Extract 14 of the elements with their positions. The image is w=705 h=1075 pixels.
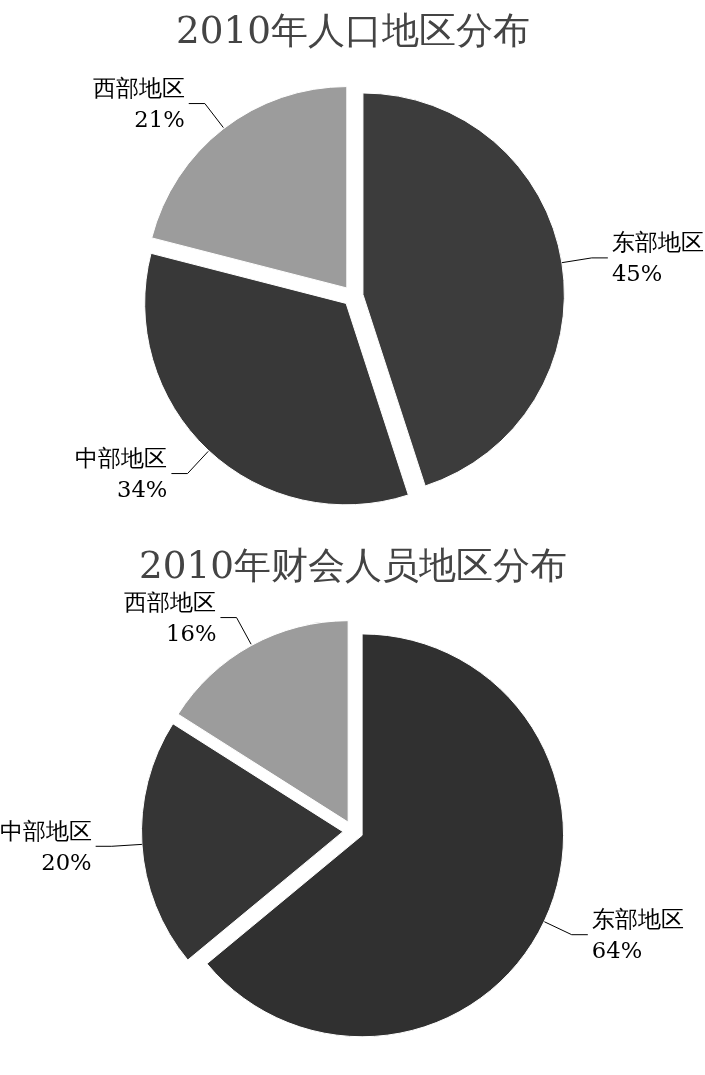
data-label: 21% (134, 106, 185, 133)
slice-label: 中部地区 (0, 817, 92, 844)
data-label: 16% (166, 620, 217, 647)
slice-label: 西部地区 (92, 74, 185, 101)
slice-label: 西部地区 (124, 588, 217, 615)
data-label: 34% (117, 476, 168, 503)
slice-label: 中部地区 (75, 444, 168, 471)
chart-title: 2010年人口地区分布 (176, 7, 530, 52)
slice-label: 东部地区 (611, 229, 704, 256)
data-label: 45% (611, 260, 663, 287)
data-label: 64% (591, 937, 643, 964)
chart-title: 2010年财会人员地区分布 (139, 542, 567, 587)
slice-label: 东部地区 (591, 906, 684, 933)
data-label: 20% (41, 848, 92, 875)
